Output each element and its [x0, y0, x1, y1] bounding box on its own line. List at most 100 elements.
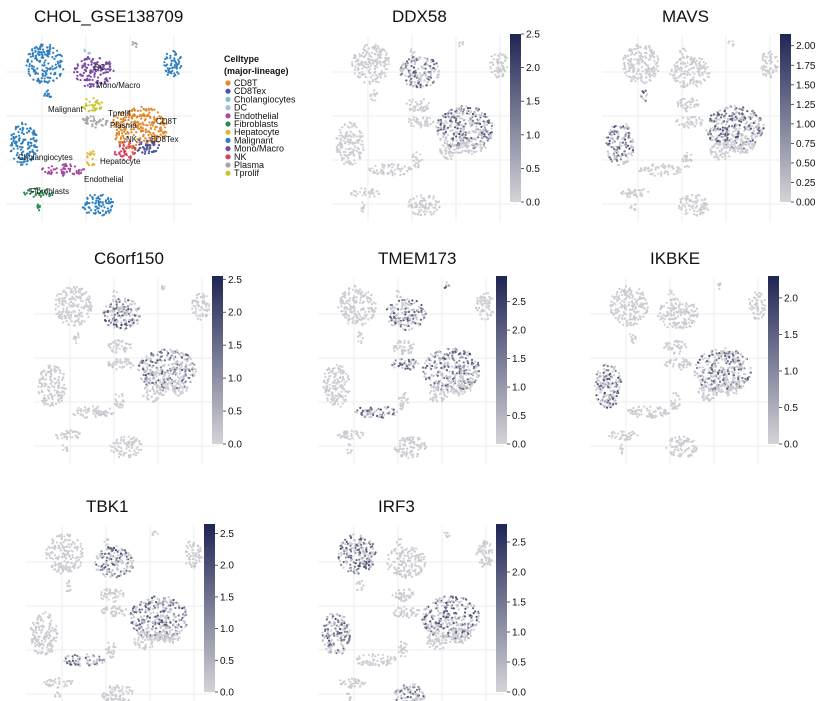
cell-point — [80, 60, 83, 63]
cell-point — [54, 298, 58, 301]
cell-point — [382, 171, 385, 174]
cell-point — [653, 75, 656, 78]
cell-point — [362, 56, 365, 59]
cell-point — [623, 153, 626, 156]
cell-point — [624, 56, 628, 59]
cell-point — [136, 109, 140, 112]
cell-point — [375, 49, 378, 53]
cell-point — [48, 48, 51, 51]
cell-point — [656, 55, 659, 58]
cell-point — [338, 129, 341, 132]
cluster-plasma — [81, 115, 109, 129]
cell-point — [625, 146, 628, 149]
cell-point — [751, 147, 754, 150]
cell-point — [414, 61, 417, 64]
cell-point — [112, 323, 116, 326]
cell-point — [179, 384, 182, 387]
cell-point — [13, 137, 16, 140]
cell-point — [46, 172, 49, 175]
cell-point — [36, 149, 39, 152]
cell-point — [371, 167, 374, 170]
cell-point — [129, 142, 132, 145]
cell-point — [64, 291, 68, 294]
cell-point — [88, 109, 91, 112]
cell-point — [370, 97, 373, 100]
colorbar-tick-label: 2.5 — [526, 30, 540, 41]
cluster-plasma — [107, 357, 135, 371]
cell-point — [115, 325, 118, 328]
cell-point — [482, 115, 485, 118]
cell-point — [349, 141, 352, 144]
cell-point — [414, 71, 417, 74]
cell-point — [108, 63, 111, 66]
cell-point — [126, 122, 129, 125]
cell-point — [47, 62, 50, 65]
cell-point — [482, 142, 485, 145]
cell-point — [632, 63, 635, 66]
cell-point — [182, 374, 185, 377]
cell-point — [163, 371, 167, 374]
cell-point — [454, 120, 457, 124]
cell-point — [94, 202, 97, 205]
cell-point — [739, 133, 743, 136]
cell-point — [638, 55, 641, 58]
cell-point — [625, 160, 628, 163]
cell-point — [685, 124, 688, 127]
cell-point — [729, 105, 732, 108]
cell-point — [172, 49, 175, 53]
cell-point — [201, 296, 204, 299]
cell-point — [15, 154, 18, 157]
legend-swatch — [225, 170, 231, 176]
cell-point — [354, 142, 357, 145]
cell-point — [127, 135, 130, 138]
cell-point — [418, 72, 421, 75]
cell-point — [627, 152, 630, 155]
legend-swatch — [225, 162, 231, 168]
cell-point — [133, 302, 137, 305]
cell-point — [359, 75, 362, 79]
cell-point — [449, 129, 452, 132]
cell-point — [57, 292, 60, 295]
cell-point — [640, 66, 644, 69]
cell-point — [374, 64, 377, 68]
cell-point — [383, 60, 387, 63]
cell-point — [461, 117, 464, 120]
cell-point — [181, 368, 184, 371]
cell-point — [354, 54, 357, 58]
cell-point — [447, 150, 450, 154]
cell-point — [650, 55, 653, 58]
cell-point — [420, 123, 423, 126]
cell-point — [189, 373, 192, 376]
cell-point — [731, 119, 734, 122]
cell-point — [67, 311, 70, 314]
cell-point — [728, 155, 731, 158]
cell-point — [629, 206, 632, 209]
cell-point — [43, 394, 46, 397]
cell-point — [94, 107, 97, 110]
cell-point — [681, 53, 684, 56]
cell-point — [178, 377, 181, 380]
legend-item: Tprolif — [234, 168, 260, 178]
cell-point — [487, 121, 490, 124]
cell-point — [629, 59, 632, 62]
cell-point — [185, 363, 188, 366]
cell-point — [420, 209, 423, 212]
cell-point — [416, 166, 420, 169]
cell-point — [57, 53, 61, 56]
cell-point — [738, 127, 741, 130]
cell-point — [110, 305, 113, 308]
cell-point — [169, 54, 172, 58]
cell-point — [451, 154, 454, 157]
cell-point — [399, 170, 402, 173]
cell-point — [416, 103, 419, 106]
cell-point — [357, 59, 360, 63]
cell-point — [420, 196, 423, 199]
cell-point — [148, 136, 151, 139]
cell-point — [58, 300, 61, 303]
cell-point — [358, 53, 361, 56]
cell-point — [423, 72, 426, 75]
cell-point — [75, 342, 78, 345]
cell-point — [172, 366, 175, 369]
cell-point — [31, 131, 34, 134]
